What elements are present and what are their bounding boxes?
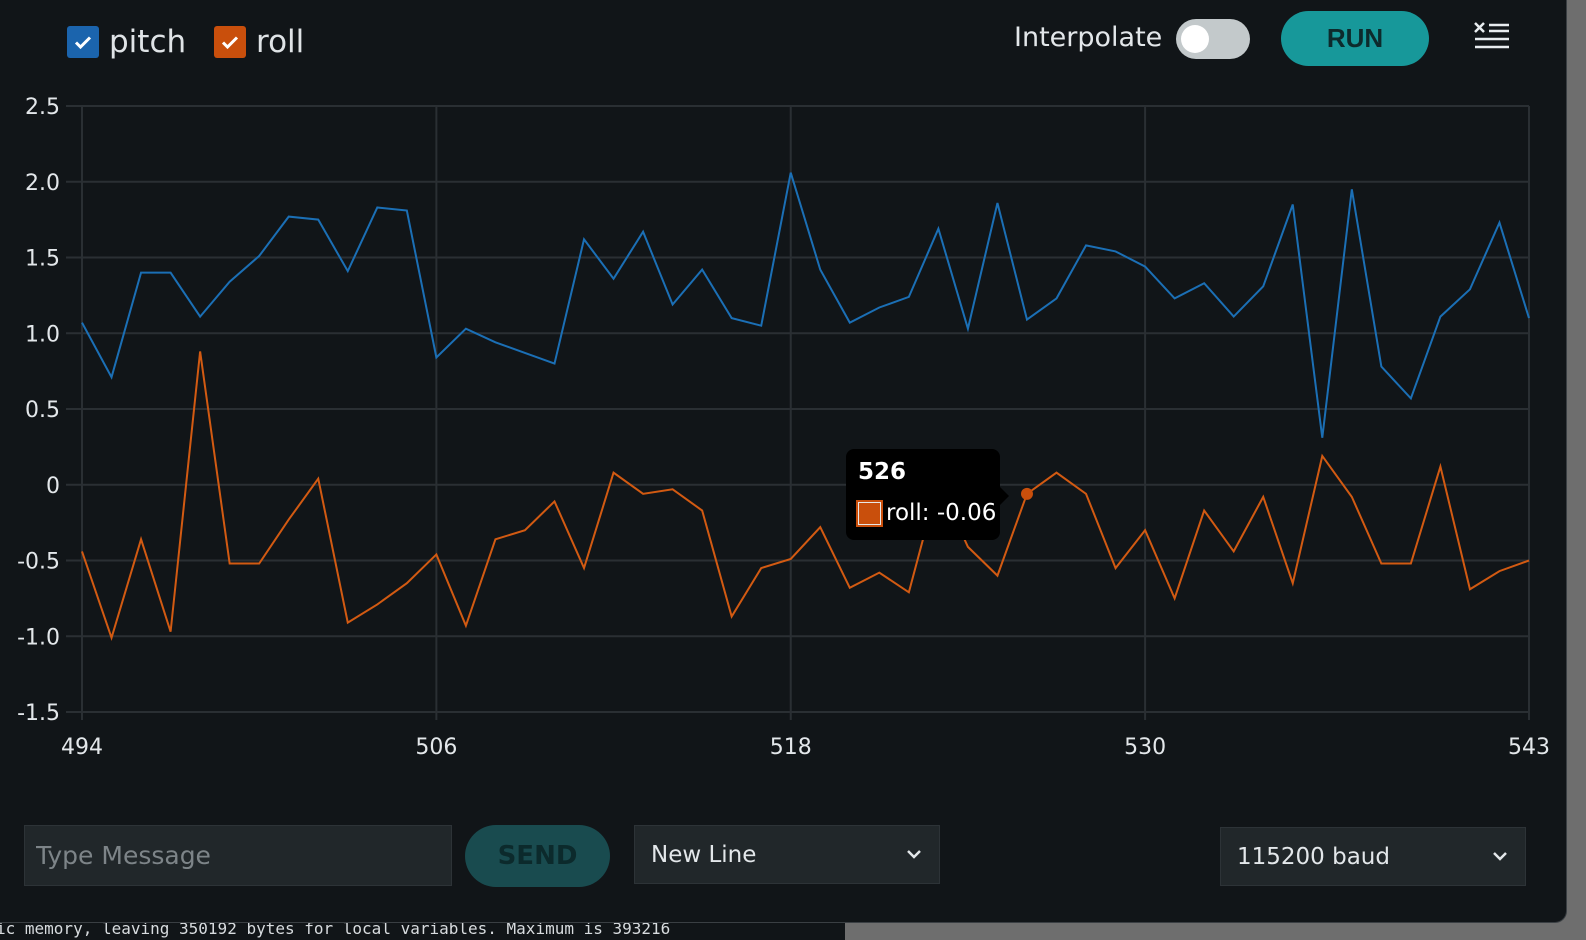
y-tick-label: 1.5 — [25, 247, 60, 272]
x-tick-label: 530 — [1124, 735, 1166, 760]
y-tick-label: -0.5 — [17, 550, 60, 575]
line-ending-value: New Line — [651, 841, 757, 868]
chevron-down-icon — [907, 850, 921, 859]
y-tick-label: -1.5 — [17, 701, 60, 726]
legend-roll-checkbox[interactable]: roll — [214, 24, 304, 60]
y-tick-label: 0 — [46, 474, 60, 499]
y-tick-label: 2.5 — [25, 95, 60, 120]
clear-list-icon[interactable] — [1472, 20, 1512, 56]
baud-rate-value: 115200 baud — [1237, 843, 1390, 870]
tooltip-value: roll: -0.06 — [886, 500, 997, 526]
roll-swatch-icon — [856, 499, 883, 527]
x-tick-label: 494 — [61, 735, 103, 760]
tooltip-row: roll: -0.06 — [856, 499, 997, 527]
hover-point-marker — [1020, 487, 1033, 500]
serial-plotter-window: pitch roll Interpolate RUN 2.5 2.0 1.5 1.0 0… — [0, 0, 1567, 923]
legend-roll-label: roll — [256, 24, 305, 60]
x-tick-label: 506 — [415, 735, 457, 760]
toggle-knob — [1181, 25, 1209, 53]
y-tick-label: -1.0 — [17, 625, 60, 650]
legend-pitch-label: pitch — [109, 24, 187, 60]
y-tick-label: 0.5 — [25, 398, 60, 423]
baud-rate-select[interactable]: 115200 baud — [1220, 827, 1526, 886]
checkbox-checked-icon — [214, 26, 246, 58]
send-button[interactable]: SEND — [465, 825, 610, 887]
chevron-down-icon — [1493, 852, 1507, 861]
x-tick-label: 518 — [770, 735, 812, 760]
series-line-roll — [81, 351, 1530, 642]
message-input[interactable] — [24, 825, 452, 886]
checkbox-checked-icon — [67, 26, 99, 58]
console-text: ic memory, leaving 350192 bytes for loca… — [0, 923, 671, 938]
run-button[interactable]: RUN — [1281, 11, 1429, 66]
series-line-pitch — [81, 172, 1530, 438]
interpolate-label: Interpolate — [1014, 22, 1163, 53]
legend-pitch-checkbox[interactable]: pitch — [67, 24, 186, 60]
interpolate-toggle[interactable] — [1176, 19, 1250, 59]
console-output-strip: ic memory, leaving 350192 bytes for loca… — [0, 923, 845, 940]
tooltip-x-value: 526 — [858, 459, 907, 485]
chart-tooltip: 526 roll: -0.06 — [846, 449, 1009, 540]
y-tick-label: 2.0 — [25, 171, 60, 196]
line-ending-select[interactable]: New Line — [634, 825, 940, 884]
x-tick-label: 543 — [1508, 735, 1550, 760]
y-tick-label: 1.0 — [25, 322, 60, 347]
